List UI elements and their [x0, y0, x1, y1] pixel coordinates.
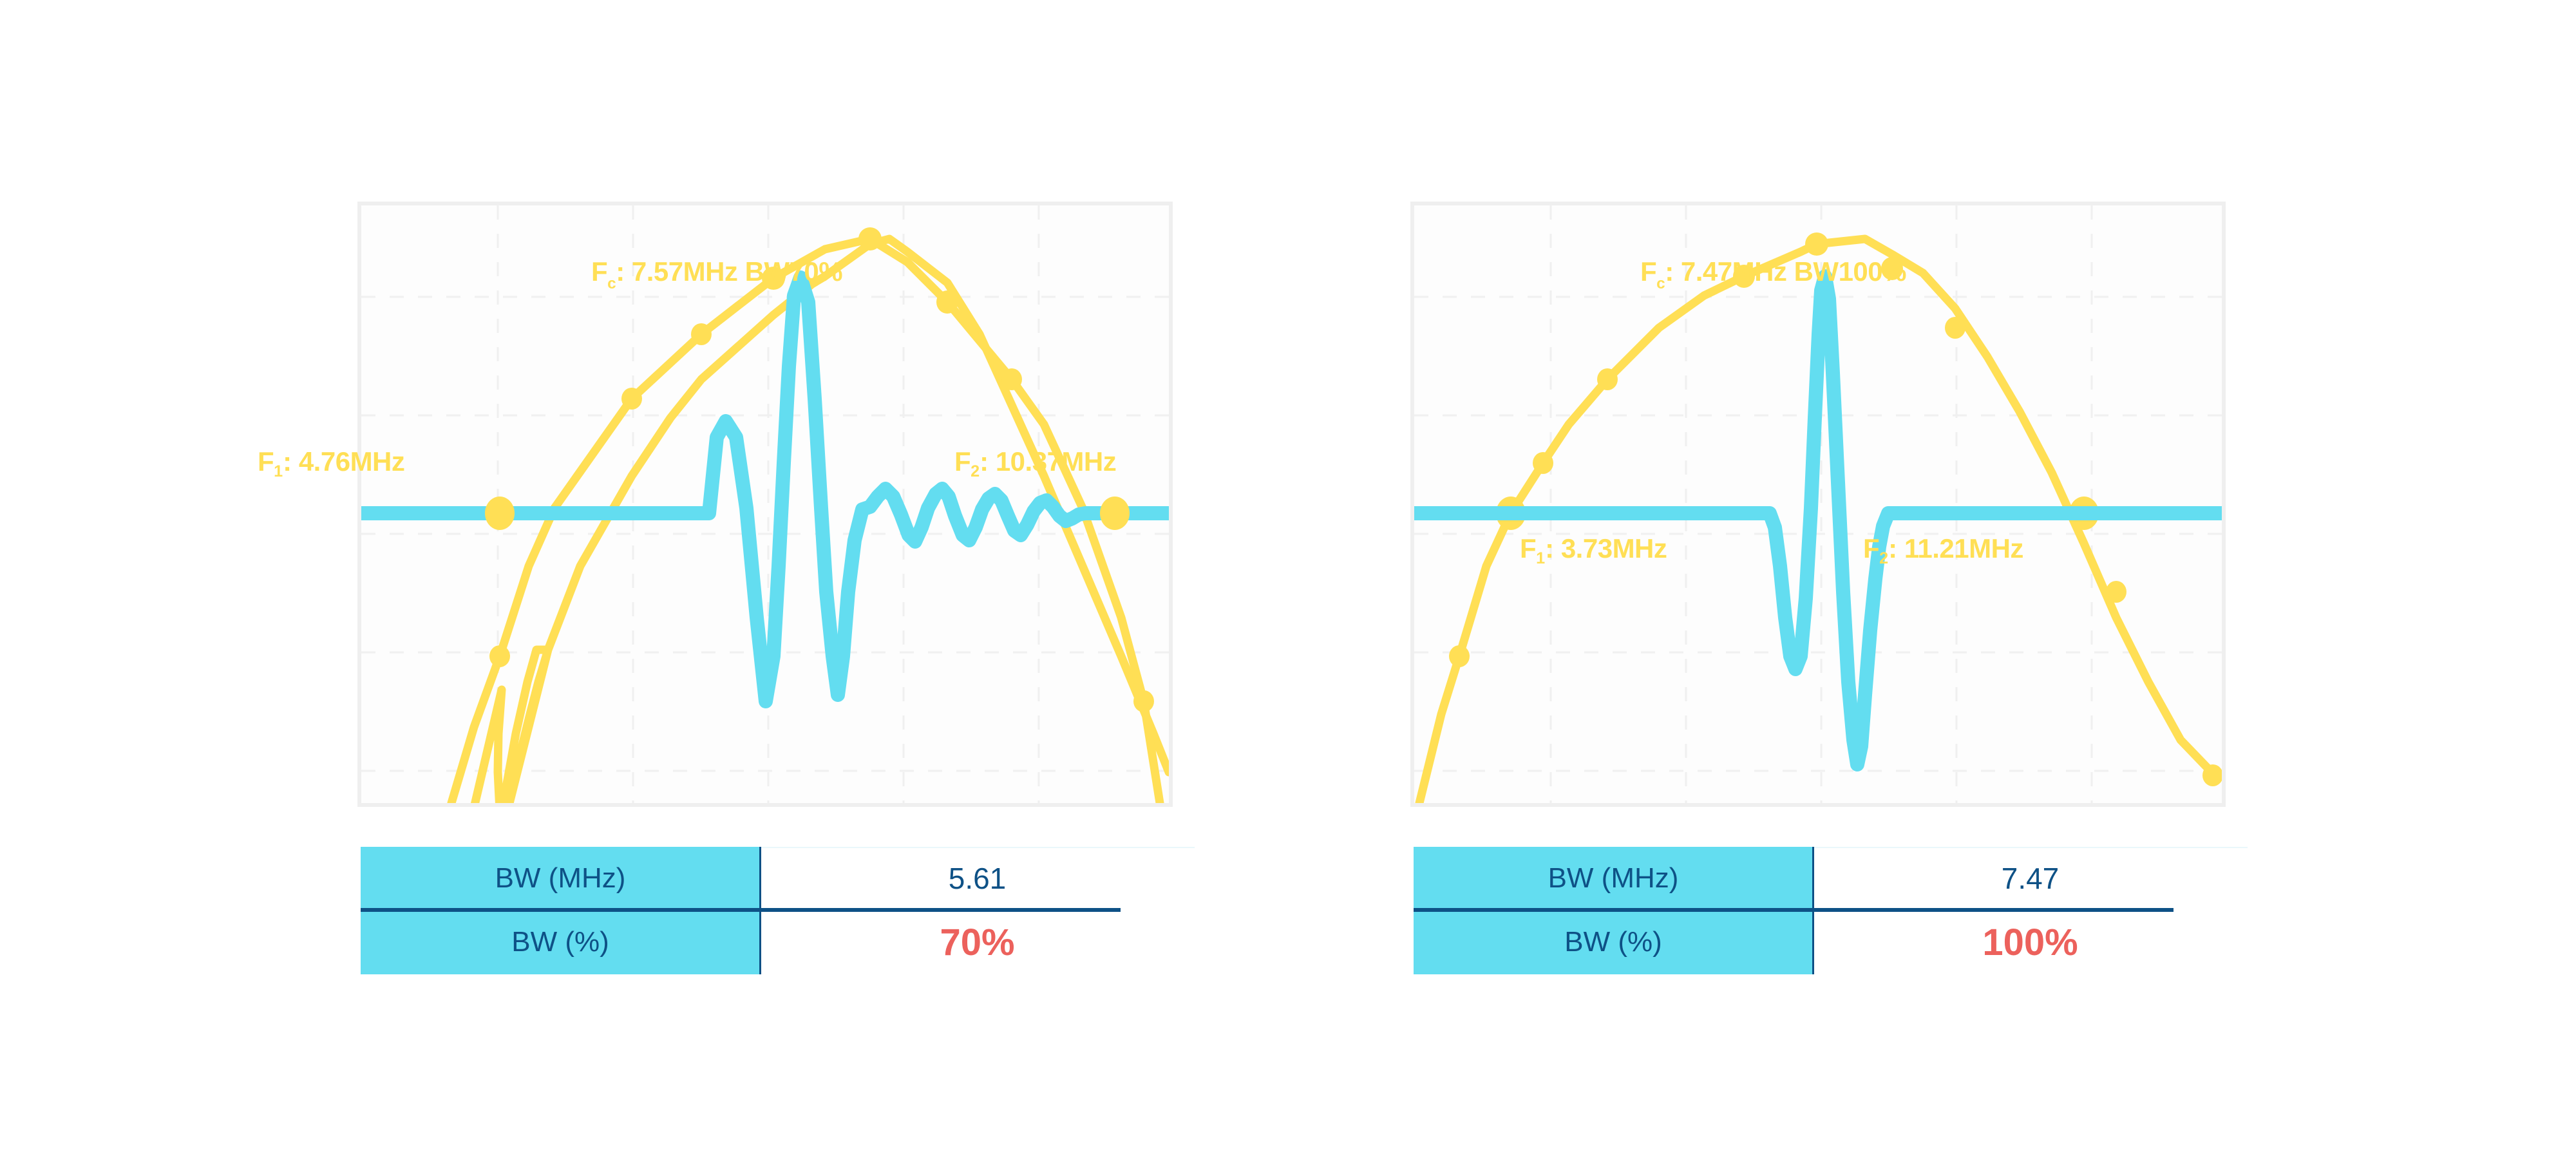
marker-point — [1881, 257, 1903, 280]
table-label-bw-mhz-bw70: BW (MHz) — [361, 847, 760, 910]
annotation-center-text-bw100: : 7.47MHz BW100% — [1665, 256, 1906, 287]
table-label-bw-percent-bw70: BW (%) — [361, 910, 760, 974]
annotation-f1-subscript-bw100: 1 — [1536, 549, 1546, 567]
table-column-divider-bw70 — [759, 847, 761, 974]
marker-point — [1001, 368, 1022, 390]
table-value-bw-percent-bw100: 100% — [1813, 910, 2248, 974]
annotation-f1-text-bw70: : 4.76MHz — [283, 446, 405, 477]
chart-plot-area-bw70 — [357, 202, 1173, 807]
annotation-f1-prefix-bw100: F — [1520, 533, 1537, 563]
chart-plot-area-bw100 — [1410, 202, 2226, 807]
table-row-bw-percent-bw100: BW (%) 100% — [1414, 910, 2248, 974]
spectrum-markers-bw100 — [1449, 232, 2222, 786]
annotation-f1-subscript-bw70: 1 — [274, 462, 283, 480]
marker-point — [621, 388, 642, 410]
annotation-f2-bw100: F2: 11.21MHz — [1863, 533, 2023, 568]
annotation-f2-prefix-bw100: F — [1863, 533, 1880, 563]
table-column-divider-bw100 — [1812, 847, 1814, 974]
table-label-bw-mhz-bw100: BW (MHz) — [1414, 847, 1813, 910]
marker-point — [489, 645, 510, 667]
table-row-bw-percent-bw70: BW (%) 70% — [361, 910, 1195, 974]
pulse-waveform-bw70 — [361, 270, 1169, 708]
annotation-center-subscript-bw100: c — [1656, 275, 1665, 293]
chart-inner-bw100 — [1414, 205, 2222, 803]
marker-point — [1597, 368, 1618, 390]
marker-point — [691, 323, 712, 345]
marker-f2-bw70 — [1100, 497, 1130, 530]
annotation-f2-bw70: F2: 10.37MHz — [954, 446, 1117, 481]
table-separator-bw100 — [1414, 908, 2174, 912]
panel-bw100: Fc: 7.47MHz BW100% F1: 3.73MHz F2: 11.21… — [1401, 0, 2248, 1154]
table-separator-bw70 — [361, 908, 1121, 912]
marker-point — [1733, 265, 1755, 288]
annotation-f2-prefix-bw70: F — [954, 446, 971, 477]
annotation-f2-subscript-bw70: 2 — [971, 462, 980, 480]
annotation-f1-prefix-bw70: F — [258, 446, 274, 477]
annotation-f1-bw70: F1: 4.76MHz — [258, 446, 405, 481]
annotation-f2-text-bw100: : 11.21MHz — [1888, 533, 2023, 563]
chart-svg-bw70 — [361, 205, 1169, 803]
table-top-rule-bw70 — [760, 847, 1195, 848]
panel-bw70: Fc: 7.57MHz BW70% F1: 4.76MHz F2: 10.37M… — [258, 0, 1195, 1154]
marker-point — [936, 290, 958, 314]
annotation-center-frequency-bw100: Fc: 7.47MHz BW100% — [1640, 256, 1906, 293]
table-label-bw-percent-bw100: BW (%) — [1414, 910, 1813, 974]
chart-svg-bw100 — [1414, 205, 2222, 803]
annotation-f1-bw100: F1: 3.73MHz — [1520, 533, 1667, 568]
annotation-center-prefix-bw100: F — [1640, 256, 1657, 287]
spectrum-curve-bw70 — [471, 234, 1169, 803]
annotation-center-subscript-bw70: c — [607, 275, 616, 293]
marker-point-peak — [1805, 232, 1828, 256]
spectrum-curve-main-bw70 — [447, 234, 1164, 803]
table-value-bw-mhz-bw70: 5.61 — [760, 847, 1195, 910]
annotation-center-text-bw70: : 7.57MHz BW70% — [616, 256, 843, 287]
table-row-bw-mhz-bw100: BW (MHz) 7.47 — [1414, 847, 2248, 910]
marker-point — [1945, 317, 1965, 339]
bw-table-bw70: BW (MHz) 5.61 BW (%) 70% — [361, 847, 1195, 974]
annotation-center-frequency-bw70: Fc: 7.57MHz BW70% — [591, 256, 843, 293]
marker-point — [1533, 452, 1553, 474]
table-value-bw-mhz-bw100: 7.47 — [1813, 847, 2248, 910]
spectrum-markers-bw70 — [489, 227, 1154, 712]
marker-point — [1133, 690, 1154, 712]
table-value-bw-percent-bw70: 70% — [760, 910, 1195, 974]
annotation-center-prefix-bw70: F — [591, 256, 608, 287]
marker-point — [2202, 764, 2222, 786]
marker-point — [2106, 581, 2126, 603]
chart-inner-bw70 — [361, 205, 1169, 803]
marker-f1-bw70 — [485, 497, 515, 530]
marker-point — [762, 267, 785, 290]
marker-point-peak — [858, 227, 882, 251]
annotation-f2-text-bw70: : 10.37MHz — [980, 446, 1117, 477]
pulse-waveform-bw100 — [1414, 269, 2222, 771]
bw-table-bw100: BW (MHz) 7.47 BW (%) 100% — [1414, 847, 2248, 974]
table-top-rule-bw100 — [1813, 847, 2248, 848]
marker-point — [1449, 645, 1470, 667]
cutoff-markers-bw70 — [485, 497, 1130, 530]
annotation-f1-text-bw100: : 3.73MHz — [1545, 533, 1667, 563]
table-row-bw-mhz-bw70: BW (MHz) 5.61 — [361, 847, 1195, 910]
annotation-f2-subscript-bw100: 2 — [1879, 549, 1889, 567]
